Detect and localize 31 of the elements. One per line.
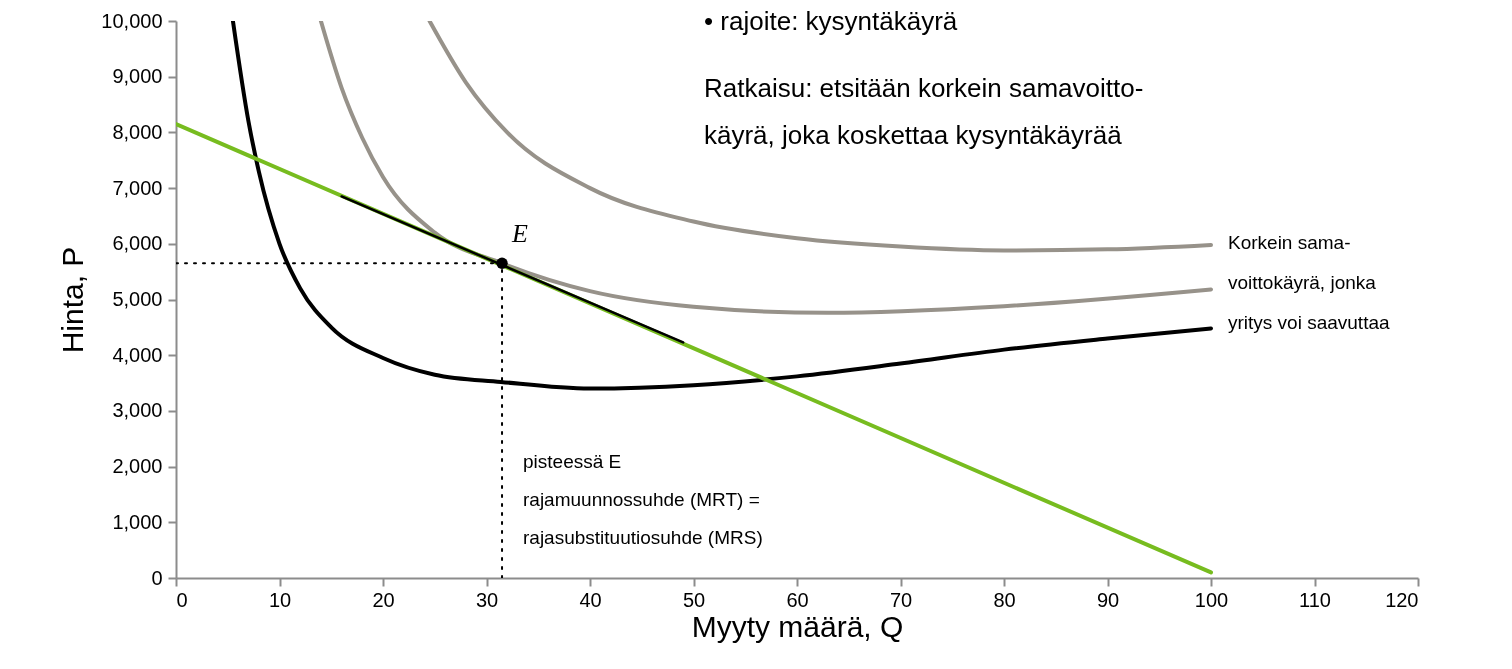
x-tick-label: 120 bbox=[1385, 588, 1419, 611]
y-tick-label: 0 bbox=[151, 566, 163, 589]
x-tick-label: 60 bbox=[786, 588, 809, 611]
x-tick-label: 110 bbox=[1299, 588, 1331, 611]
x-axis-title: Myyty määrä, Q bbox=[691, 609, 904, 643]
y-tick-label: 6,000 bbox=[112, 232, 163, 255]
annotation: • rajoite: kysyntäkäyrä bbox=[704, 6, 958, 36]
annotation: Korkein sama- voittokäyrä, jonka yritys voi saavuttaa bbox=[1228, 232, 1390, 333]
y-tick-label: 1,000 bbox=[112, 510, 163, 533]
y-tick-label: 7,000 bbox=[112, 176, 163, 199]
y-tick-label: 8,000 bbox=[112, 120, 163, 143]
y-axis-title: Hinta, P bbox=[56, 246, 90, 354]
y-tick-label: 2,000 bbox=[112, 455, 163, 478]
y-tick-label: 5,000 bbox=[112, 288, 163, 310]
x-tick-label: 40 bbox=[579, 588, 602, 611]
annotation: E bbox=[511, 219, 529, 249]
x-tick-label: 90 bbox=[1096, 588, 1120, 611]
y-tick-label: 9,000 bbox=[112, 65, 163, 88]
y-tick-label: 10,000 bbox=[101, 9, 163, 32]
x-tick-label: 50 bbox=[682, 588, 706, 611]
x-tick-label: 30 bbox=[475, 588, 499, 611]
x-tick-label: 0 bbox=[176, 588, 188, 611]
annotation: pisteessä E rajamuunnossuhde (MRT) = rajasubstituutiosuhde (MRS) bbox=[523, 451, 763, 548]
x-tick-label: 70 bbox=[889, 588, 913, 611]
annotation: Ratkaisu: etsitään korkein samavoitto- käyrä, joka koskettaa kysyntäkäyrää bbox=[704, 73, 1144, 150]
x-tick-label: 80 bbox=[993, 588, 1016, 611]
y-tick-label: 3,000 bbox=[112, 399, 163, 422]
x-tick-label: 10 bbox=[268, 588, 292, 611]
x-tick-label: 100 bbox=[1194, 588, 1229, 611]
y-tick-label: 4,000 bbox=[112, 343, 163, 366]
x-tick-label: 20 bbox=[372, 588, 395, 611]
